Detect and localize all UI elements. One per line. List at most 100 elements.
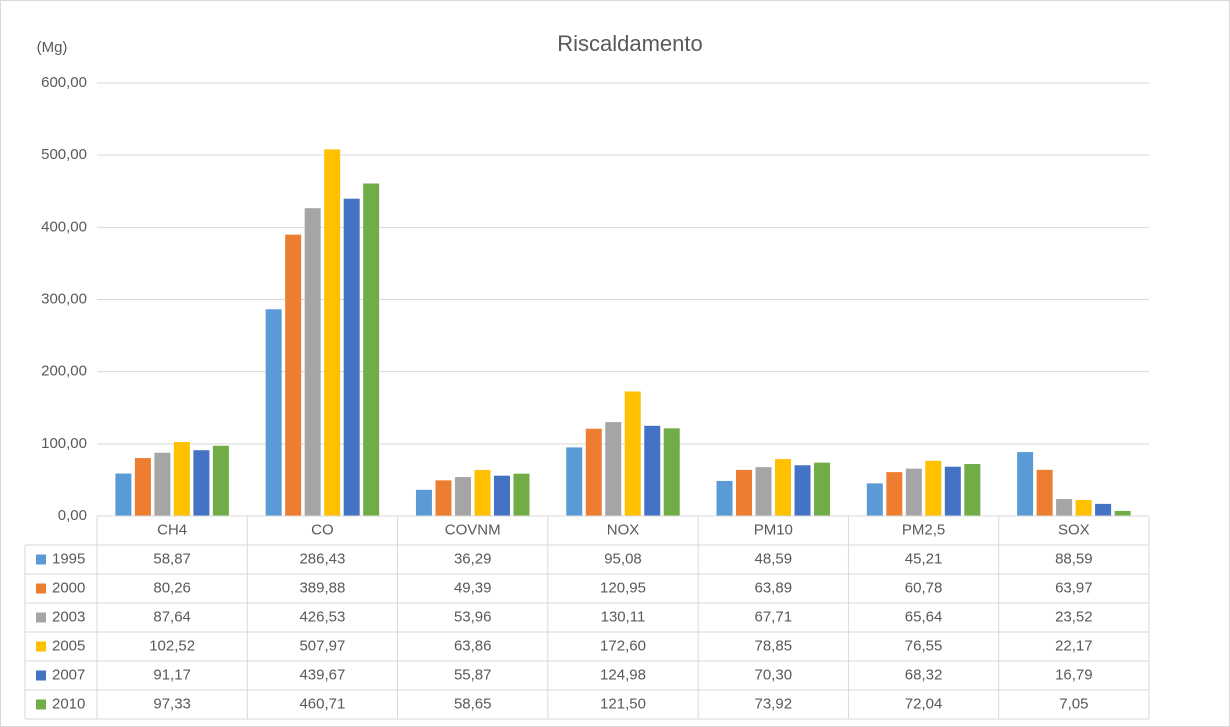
x-tick-label: PM2,5 [902,521,945,538]
x-tick-label: CO [311,521,334,538]
bar [285,234,302,516]
legend-label: 2000 [52,579,85,596]
table-value: 80,26 [153,579,191,596]
y-axis-label: (Mg) [37,39,68,56]
bar [1075,500,1092,516]
bar [585,428,602,516]
table-value: 67,71 [755,608,793,625]
bar [644,425,661,516]
table-value: 507,97 [299,637,345,654]
table-value: 286,43 [299,550,345,567]
legend-swatch [36,583,46,594]
x-tick-label: SOX [1058,521,1090,538]
table-value: 91,17 [153,666,191,683]
bar [343,198,360,516]
bar [624,391,641,516]
bar [794,465,811,516]
bar [513,473,530,516]
table-value: 48,59 [755,550,793,567]
bar [1017,452,1034,516]
bar [493,475,510,516]
bar [115,473,132,516]
table-value: 63,86 [454,637,492,654]
bar [736,469,753,516]
bar [154,452,171,516]
y-tick-label: 0,00 [58,507,87,524]
bar [866,483,883,516]
y-tick-label: 100,00 [41,435,87,452]
bar [265,309,282,516]
bar [944,466,961,516]
table-value: 95,08 [604,550,642,567]
table-value: 7,05 [1059,695,1088,712]
bar [964,464,981,516]
x-tick-label: COVNM [445,521,501,538]
bar [304,208,321,517]
table-value: 16,79 [1055,666,1093,683]
bar [1036,469,1053,516]
x-tick-label: CH4 [157,521,187,538]
legend-label: 2005 [52,637,85,654]
x-tick-label: NOX [607,521,640,538]
table-value: 36,29 [454,550,492,567]
table-value: 70,30 [755,666,793,683]
bar [324,149,341,516]
table-value: 120,95 [600,579,646,596]
legend-swatch [36,699,46,710]
table-value: 76,55 [905,637,943,654]
legend-swatch [36,554,46,565]
bar [134,458,151,516]
table-value: 78,85 [755,637,793,654]
table-value: 102,52 [149,637,195,654]
table-value: 65,64 [905,608,943,625]
table-value: 60,78 [905,579,943,596]
legend-label: 1995 [52,550,85,567]
bar [755,467,772,516]
y-tick-label: 300,00 [41,290,87,307]
y-tick-label: 200,00 [41,363,87,380]
legend-swatch [36,670,46,681]
table-value: 58,65 [454,695,492,712]
table-value: 87,64 [153,608,191,625]
table-value: 72,04 [905,695,943,712]
bar [193,450,210,516]
chart-title: Riscaldamento [557,31,703,56]
table-value: 23,52 [1055,608,1093,625]
bar [814,462,831,516]
table-value: 63,89 [755,579,793,596]
bar [886,472,903,516]
bar [454,477,471,516]
table-value: 121,50 [600,695,646,712]
table-value: 58,87 [153,550,191,567]
bar [474,469,491,516]
legend-label: 2010 [52,695,85,712]
table-value: 53,96 [454,608,492,625]
bar [905,468,922,516]
table-value: 88,59 [1055,550,1093,567]
table-value: 124,98 [600,666,646,683]
table-value: 172,60 [600,637,646,654]
table-value: 97,33 [153,695,191,712]
bar [363,183,380,517]
bar [435,480,452,516]
bar [1114,510,1131,516]
bar [1056,499,1073,516]
table-value: 439,67 [299,666,345,683]
legend-swatch [36,612,46,623]
table-value: 73,92 [755,695,793,712]
bar [605,422,622,516]
legend-label: 2003 [52,608,85,625]
table-value: 426,53 [299,608,345,625]
y-tick-label: 600,00 [41,74,87,91]
bar [1095,503,1112,516]
table-value: 22,17 [1055,637,1093,654]
bar [212,445,229,516]
legend-label: 2007 [52,666,85,683]
table-value: 63,97 [1055,579,1093,596]
y-tick-label: 500,00 [41,146,87,163]
bar [566,447,583,516]
table-value: 49,39 [454,579,492,596]
